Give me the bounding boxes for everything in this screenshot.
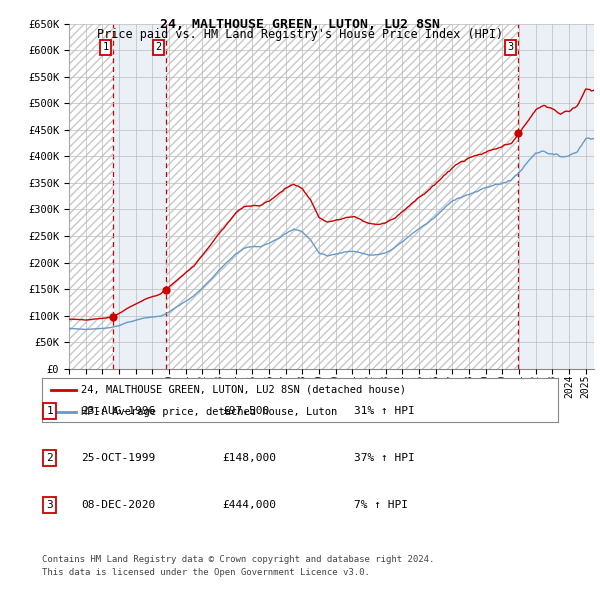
Text: 2: 2 [46,453,53,463]
Text: This data is licensed under the Open Government Licence v3.0.: This data is licensed under the Open Gov… [42,568,370,576]
Text: 24, MALTHOUSE GREEN, LUTON, LU2 8SN: 24, MALTHOUSE GREEN, LUTON, LU2 8SN [160,18,440,31]
Bar [113,24,166,369]
Text: 3: 3 [46,500,53,510]
Text: 37% ↑ HPI: 37% ↑ HPI [354,453,415,463]
Text: £97,500: £97,500 [222,406,269,415]
Text: Contains HM Land Registry data © Crown copyright and database right 2024.: Contains HM Land Registry data © Crown c… [42,555,434,563]
Text: Price paid vs. HM Land Registry's House Price Index (HPI): Price paid vs. HM Land Registry's House … [97,28,503,41]
Text: 08-DEC-2020: 08-DEC-2020 [81,500,155,510]
Point [513,128,523,137]
Text: 24, MALTHOUSE GREEN, LUTON, LU2 8SN (detached house): 24, MALTHOUSE GREEN, LUTON, LU2 8SN (det… [80,385,406,395]
Text: HPI: Average price, detached house, Luton: HPI: Average price, detached house, Luto… [80,407,337,417]
Text: 1: 1 [103,42,109,53]
Text: 7% ↑ HPI: 7% ↑ HPI [354,500,408,510]
Text: 1: 1 [46,406,53,415]
Bar [69,24,113,369]
Point [108,312,118,322]
Text: 2: 2 [155,42,161,53]
Text: 31% ↑ HPI: 31% ↑ HPI [354,406,415,415]
Text: £444,000: £444,000 [222,500,276,510]
Text: £148,000: £148,000 [222,453,276,463]
Point [161,286,171,295]
Text: 23-AUG-1996: 23-AUG-1996 [81,406,155,415]
Bar [518,24,594,369]
Text: 3: 3 [508,42,514,53]
Bar [166,24,518,369]
Text: 25-OCT-1999: 25-OCT-1999 [81,453,155,463]
